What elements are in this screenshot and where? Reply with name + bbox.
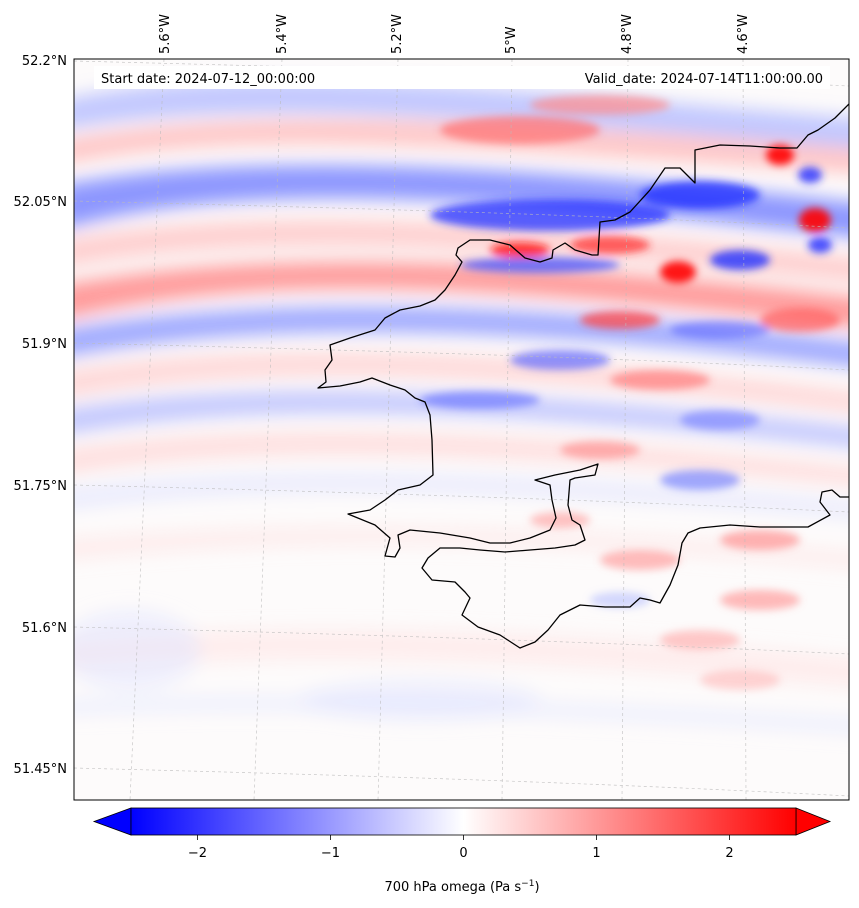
- latitude-label: 51.6°N: [22, 621, 67, 636]
- colorbar-ticks: −2 −1 0 1 2: [188, 835, 734, 861]
- omega-field: [74, 80, 849, 734]
- colorbar-tick-label: 1: [592, 846, 600, 861]
- colorbar-extend-min: [92, 807, 132, 836]
- colorbar-label: 700 hPa omega (Pa s−1): [384, 879, 539, 895]
- valid-date-label: Valid_date: 2024-07-14T11:00:00.00: [585, 72, 823, 87]
- longitude-label: 5.4°W: [275, 14, 290, 54]
- longitude-label: 5°W: [504, 26, 519, 54]
- colorbar-tick-label: 2: [725, 846, 733, 861]
- parallel-52-05n: [74, 200, 849, 229]
- longitude-labels: 5.6°W 5.4°W 5.2°W 5°W 4.8°W 4.6°W: [158, 14, 751, 54]
- coastline: [317, 103, 849, 649]
- parallel-51-9n: [74, 342, 849, 371]
- latitude-labels: 52.2°N 52.05°N 51.9°N 51.75°N 51.6°N 51.…: [14, 54, 67, 777]
- colorbar-tick-label: −2: [188, 846, 207, 861]
- date-header: Start date: 2024-07-12_00:00:00 Valid_da…: [94, 66, 830, 89]
- latitude-label: 51.45°N: [14, 762, 67, 777]
- colorbar-tick-label: 0: [459, 846, 467, 861]
- parallel-51-45n: [74, 767, 849, 797]
- colorbar-label-exponent: −1: [521, 879, 534, 889]
- meridian-5-6w: [129, 59, 165, 800]
- map-frame: [73, 58, 850, 801]
- colorbar-extend-max: [795, 807, 832, 836]
- longitude-label: 4.8°W: [620, 14, 635, 54]
- latitude-label: 52.2°N: [22, 54, 67, 69]
- start-date-label: Start date: 2024-07-12_00:00:00: [101, 72, 315, 87]
- colorbar-tick-label: −1: [321, 846, 340, 861]
- map-plot-area: Start date: 2024-07-12_00:00:00 Valid_da…: [73, 58, 850, 801]
- latitude-label: 51.9°N: [22, 337, 67, 352]
- longitude-label: 5.2°W: [390, 14, 405, 54]
- parallel-51-6n: [74, 626, 849, 655]
- longitude-label: 5.6°W: [158, 14, 173, 54]
- coastline-north-wales-west: [317, 103, 849, 649]
- longitude-label: 4.6°W: [736, 14, 751, 54]
- latitude-label: 51.75°N: [14, 479, 67, 494]
- latitude-label: 52.05°N: [14, 195, 67, 210]
- colorbar-gradient: [130, 807, 797, 836]
- colorbar: −2 −1 0 1 2 700 hPa omega (Pa s−1): [92, 807, 832, 895]
- parallel-51-75n: [74, 484, 849, 513]
